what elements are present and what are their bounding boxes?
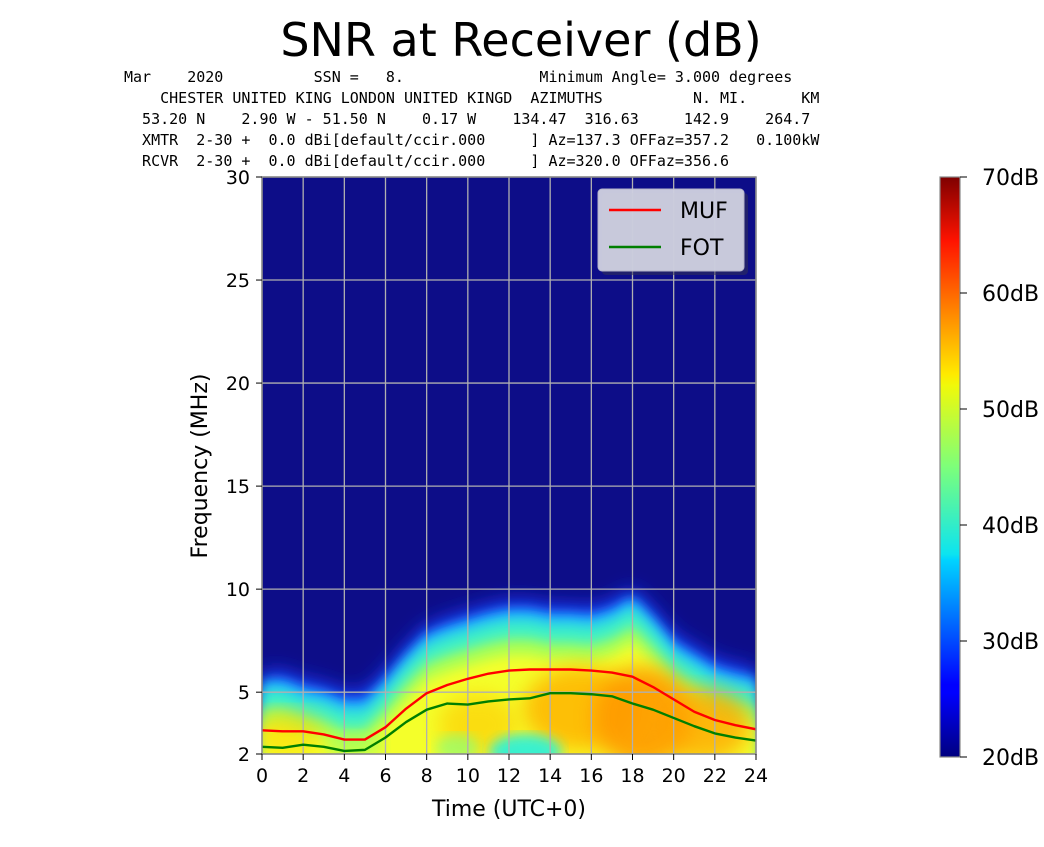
x-tick-label: 16 <box>579 765 603 787</box>
colorbar-tick-label: 60dB <box>982 282 1039 307</box>
y-tick-label: 20 <box>226 373 250 395</box>
header-line-4: XMTR 2-30 + 0.0 dBi[default/ccir.000 ] A… <box>124 131 820 149</box>
x-tick-label: 2 <box>297 765 309 787</box>
x-tick-label: 6 <box>379 765 391 787</box>
heatmap-cool-spot-1 <box>489 733 562 754</box>
colorbar-tick-label: 70dB <box>982 166 1039 191</box>
header-line-1: Mar 2020 SSN = 8. Minimum Angle= 3.000 d… <box>124 68 792 86</box>
series-lines <box>262 668 756 753</box>
colorbar-tick-label: 40dB <box>982 514 1039 539</box>
chart-title: SNR at Receiver (dB) <box>280 13 761 67</box>
series-line-muf <box>262 668 756 741</box>
x-tick-label: 22 <box>703 765 727 787</box>
y-tick-label: 2 <box>238 744 250 766</box>
x-tick-label: 20 <box>662 765 686 787</box>
y-tick-label: 15 <box>226 476 250 498</box>
colorbar-tick-label: 30dB <box>982 630 1039 655</box>
y-tick-label: 5 <box>238 682 250 704</box>
x-tick-label: 24 <box>744 765 768 787</box>
heatmap-warm-spot-5 <box>262 711 323 754</box>
x-axis-label: Time (UTC+0) <box>431 797 586 822</box>
series-line-fot <box>262 692 756 753</box>
y-tick-label: 30 <box>226 167 250 189</box>
x-tick-label: 10 <box>456 765 480 787</box>
header-line-5: RCVR 2-30 + 0.0 dBi[default/ccir.000 ] A… <box>124 152 729 170</box>
heatmap-cool-spot-2 <box>435 733 480 754</box>
legend: MUF FOT <box>597 188 748 275</box>
header-block: Mar 2020 SSN = 8. Minimum Angle= 3.000 d… <box>124 68 820 170</box>
y-tick-label: 10 <box>226 579 250 601</box>
x-axis-ticks: 0 2 4 6 8 10 12 14 16 18 20 22 24 <box>256 754 768 787</box>
x-tick-label: 18 <box>620 765 644 787</box>
colorbar-gradient <box>939 176 961 758</box>
grid-lines <box>261 176 757 755</box>
header-line-2: CHESTER UNITED KING LONDON UNITED KINGD … <box>124 89 819 107</box>
legend-label-fot: FOT <box>680 236 724 261</box>
x-tick-label: 14 <box>538 765 562 787</box>
x-tick-label: 8 <box>421 765 433 787</box>
x-tick-label: 12 <box>497 765 521 787</box>
x-tick-label: 0 <box>256 765 268 787</box>
colorbar-tick-label: 20dB <box>982 746 1039 771</box>
legend-label-muf: MUF <box>680 199 728 224</box>
colorbar: 20dB 30dB 40dB 50dB 60dB 70dB <box>939 166 1039 771</box>
colorbar-tick-label: 50dB <box>982 398 1039 423</box>
y-axis-label: Frequency (MHz) <box>188 374 213 559</box>
header-line-3: 53.20 N 2.90 W - 51.50 N 0.17 W 134.47 3… <box>124 110 810 128</box>
y-tick-label: 25 <box>226 270 250 292</box>
x-tick-label: 4 <box>338 765 350 787</box>
